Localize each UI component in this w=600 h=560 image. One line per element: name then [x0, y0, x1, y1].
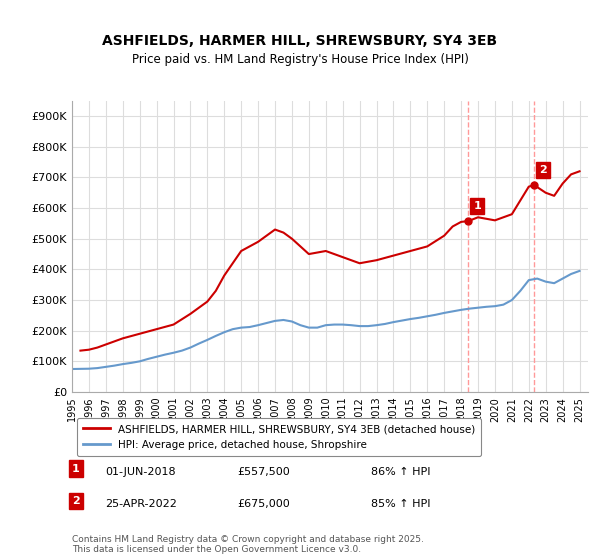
Text: 85% ↑ HPI: 85% ↑ HPI — [371, 499, 431, 509]
Text: Contains HM Land Registry data © Crown copyright and database right 2025.
This d: Contains HM Land Registry data © Crown c… — [72, 535, 424, 554]
Text: Price paid vs. HM Land Registry's House Price Index (HPI): Price paid vs. HM Land Registry's House … — [131, 53, 469, 66]
Text: 1: 1 — [72, 464, 80, 474]
Text: 01-JUN-2018: 01-JUN-2018 — [106, 466, 176, 477]
Text: ASHFIELDS, HARMER HILL, SHREWSBURY, SY4 3EB: ASHFIELDS, HARMER HILL, SHREWSBURY, SY4 … — [103, 34, 497, 48]
Text: 25-APR-2022: 25-APR-2022 — [106, 499, 178, 509]
Text: 86% ↑ HPI: 86% ↑ HPI — [371, 466, 431, 477]
Text: 1: 1 — [473, 201, 481, 211]
Text: £675,000: £675,000 — [237, 499, 290, 509]
Legend: ASHFIELDS, HARMER HILL, SHREWSBURY, SY4 3EB (detached house), HPI: Average price: ASHFIELDS, HARMER HILL, SHREWSBURY, SY4 … — [77, 418, 481, 456]
Text: 2: 2 — [539, 165, 547, 175]
Text: 2: 2 — [72, 496, 80, 506]
Text: £557,500: £557,500 — [237, 466, 290, 477]
